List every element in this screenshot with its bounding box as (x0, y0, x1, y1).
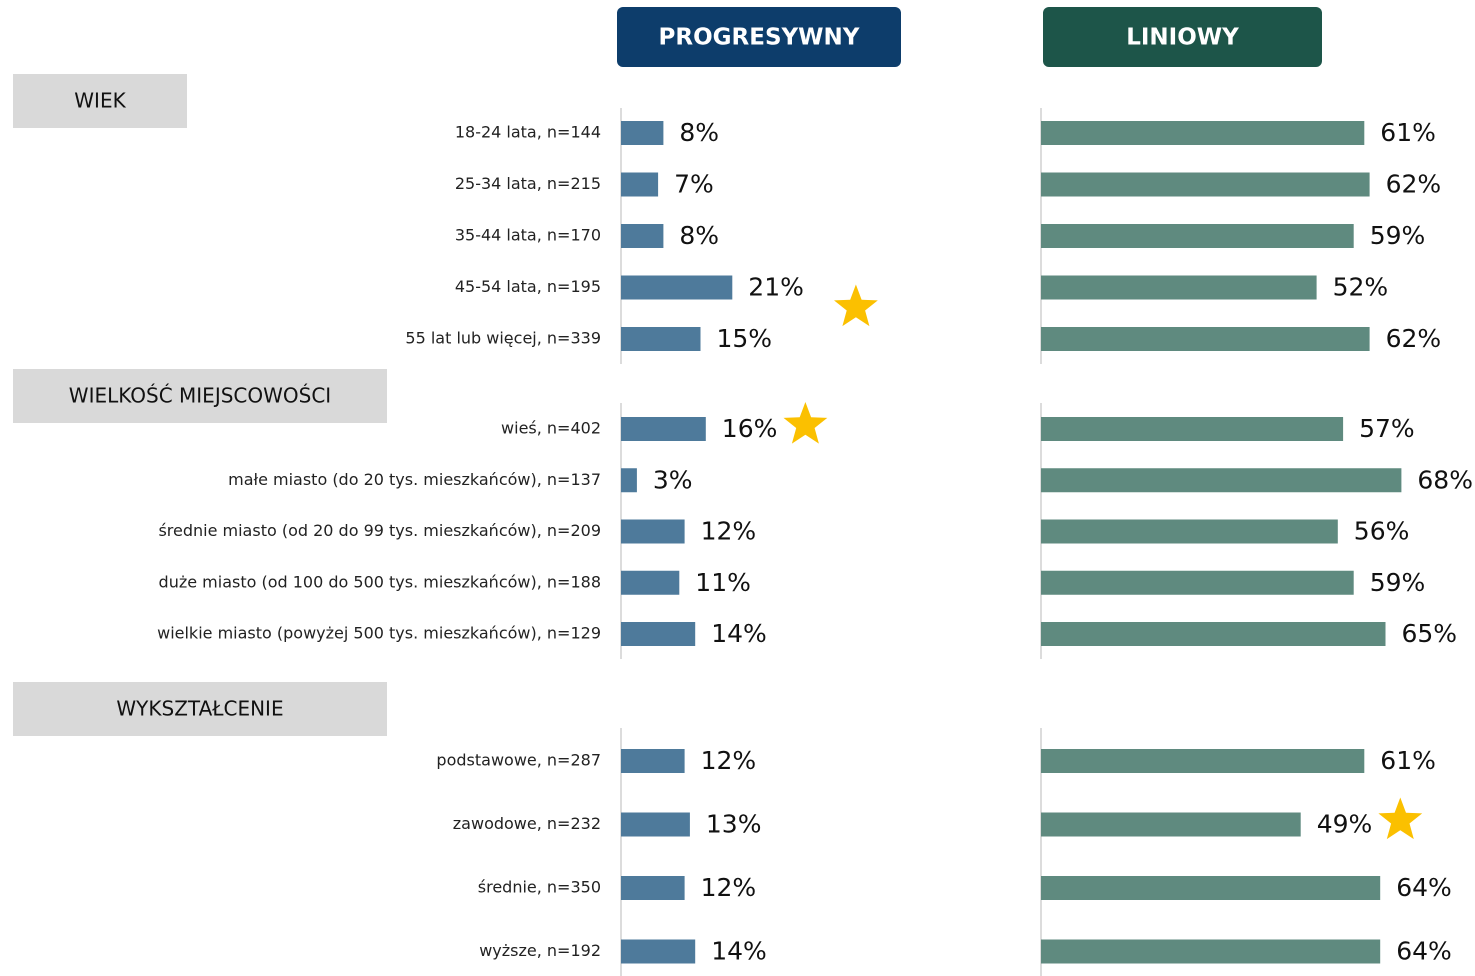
bar (1041, 275, 1317, 300)
bar (621, 275, 733, 300)
category-label: wyższe, n=192 (479, 941, 601, 960)
bar (621, 121, 664, 145)
bar (621, 224, 664, 248)
value-label: 8% (679, 118, 719, 147)
category-label: średnie, n=350 (478, 878, 601, 897)
bar (621, 622, 696, 646)
bar (621, 417, 706, 441)
value-label: 61% (1380, 746, 1436, 775)
value-label: 8% (679, 221, 719, 250)
value-label: 13% (706, 810, 762, 839)
star (783, 402, 828, 444)
value-label: 57% (1359, 414, 1415, 443)
category-label: średnie miasto (od 20 do 99 tys. mieszka… (158, 521, 601, 540)
value-label: 11% (695, 568, 751, 597)
series-header-label: LINIOWY (1126, 25, 1239, 51)
group-header (13, 369, 387, 423)
group-header (13, 74, 187, 128)
bar (1041, 570, 1354, 595)
category-label: wieś, n=402 (501, 419, 601, 438)
value-label: 59% (1370, 568, 1426, 597)
series-header (1043, 7, 1322, 67)
value-label: 15% (717, 324, 773, 353)
value-label: 64% (1396, 873, 1452, 902)
bar (1041, 876, 1381, 900)
category-label: 35-44 lata, n=170 (455, 226, 601, 245)
bar (1041, 939, 1381, 964)
value-label: 62% (1386, 324, 1442, 353)
value-label: 59% (1370, 221, 1426, 250)
value-label: 68% (1417, 465, 1473, 494)
bar (1041, 749, 1365, 773)
value-label: 61% (1380, 118, 1436, 147)
category-label: podstawowe, n=287 (436, 751, 601, 770)
star (834, 284, 878, 327)
value-label: 65% (1402, 619, 1458, 648)
bar (1041, 172, 1370, 197)
value-label: 21% (748, 273, 804, 302)
category-label: 55 lat lub więcej, n=339 (405, 329, 601, 348)
category-label: 25-34 lata, n=215 (455, 174, 601, 193)
group-title: WIELKOŚĆ MIEJSCOWOŚCI (69, 384, 331, 408)
value-label: 16% (722, 414, 778, 443)
bar (621, 812, 690, 837)
value-label: 49% (1317, 810, 1373, 839)
value-label: 52% (1333, 273, 1389, 302)
star (1378, 797, 1423, 840)
category-label: wielkie miasto (powyżej 500 tys. mieszka… (157, 624, 601, 643)
group-title: WYKSZTAŁCENIE (116, 697, 283, 721)
bar (1041, 622, 1386, 646)
bar (621, 327, 701, 351)
bar (621, 876, 685, 900)
value-label: 62% (1386, 170, 1442, 199)
value-label: 56% (1354, 517, 1410, 546)
bar (1041, 812, 1301, 837)
group-title: WIEK (74, 89, 126, 113)
bar (621, 939, 696, 964)
value-label: 64% (1396, 937, 1452, 966)
bar (1041, 224, 1354, 248)
group-header (13, 682, 387, 736)
bar (621, 570, 680, 595)
series-header (617, 7, 901, 67)
value-label: 12% (701, 517, 757, 546)
bar (621, 172, 659, 197)
bar (621, 519, 685, 544)
series-header-label: PROGRESYWNY (659, 25, 860, 51)
category-label: zawodowe, n=232 (453, 814, 601, 833)
bar (1041, 417, 1344, 441)
bar (1041, 327, 1370, 351)
value-label: 14% (711, 937, 767, 966)
category-label: 18-24 lata, n=144 (455, 123, 601, 142)
value-label: 12% (701, 873, 757, 902)
bar (621, 749, 685, 773)
bar (1041, 121, 1365, 145)
value-label: 7% (674, 170, 714, 199)
value-label: 12% (701, 746, 757, 775)
value-label: 14% (711, 619, 767, 648)
value-label: 3% (653, 465, 693, 494)
category-label: 45-54 lata, n=195 (455, 277, 601, 296)
category-label: małe miasto (do 20 tys. mieszkańców), n=… (228, 470, 601, 489)
bar (1041, 519, 1338, 544)
bar (1041, 468, 1402, 493)
category-label: duże miasto (od 100 do 500 tys. mieszkań… (159, 572, 601, 591)
bar (621, 468, 637, 493)
